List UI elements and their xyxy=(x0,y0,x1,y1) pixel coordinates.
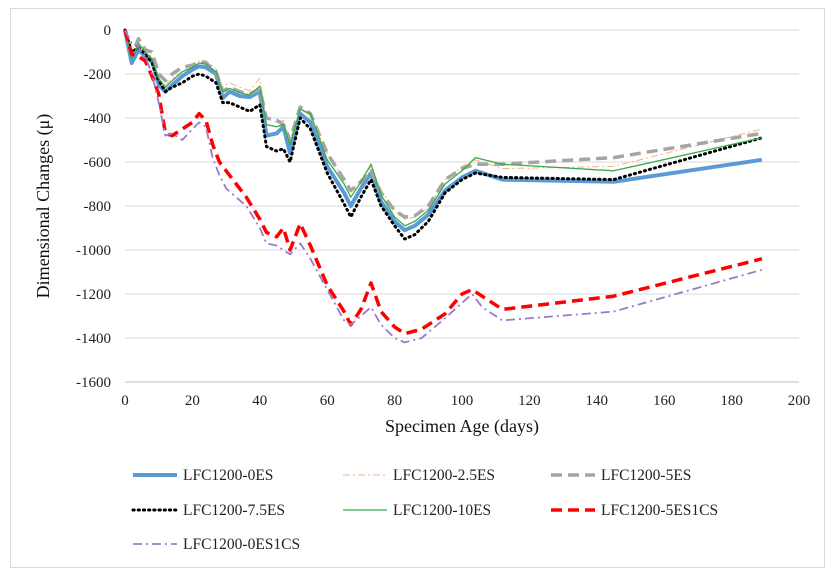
legend-label-5: LFC1200-5ES1CS xyxy=(601,502,718,519)
y-axis-title: Dimensional Changes (μ) xyxy=(33,114,54,299)
x-tick-label: 160 xyxy=(653,393,676,409)
legend-label-3: LFC1200-7.5ES xyxy=(183,502,285,519)
legend-label-2: LFC1200-5ES xyxy=(601,467,691,484)
x-tick-label: 140 xyxy=(586,393,609,409)
x-tick-label: 60 xyxy=(320,393,335,409)
y-tick-label: -1400 xyxy=(76,331,111,347)
series-line-5 xyxy=(123,29,763,336)
line-chart: 0 -200 -400 -600 -800 -1000 -1200 -1400 -1600 0 20… xyxy=(33,23,810,553)
x-tick-label: 180 xyxy=(720,393,743,409)
legend: LFC1200-0ES LFC1200-2.5ES LFC1200-5ES LFC12… xyxy=(131,467,718,553)
chart-frame: 0 -200 -400 -600 -800 -1000 -1200 -1400 -1600 0 20… xyxy=(10,8,825,568)
x-tick-label: 0 xyxy=(121,393,129,409)
x-tick-label: 80 xyxy=(387,393,402,409)
y-tick-label: -1200 xyxy=(76,287,111,303)
x-tick-label: 100 xyxy=(451,393,474,409)
y-tick-label: -1600 xyxy=(76,375,111,391)
series-line-3 xyxy=(123,28,764,241)
y-tick-label: -200 xyxy=(84,67,112,83)
x-tick-label: 200 xyxy=(788,393,811,409)
legend-label-4: LFC1200-10ES xyxy=(393,502,491,519)
axes: 0 -200 -400 -600 -800 -1000 -1200 -1400 -1600 0 20… xyxy=(76,23,810,409)
y-tick-label: -400 xyxy=(84,111,112,127)
series-line-4 xyxy=(124,29,763,227)
legend-label-1: LFC1200-2.5ES xyxy=(393,467,495,484)
y-tick-label: -1000 xyxy=(76,243,111,259)
gridlines xyxy=(125,29,799,383)
y-tick-label: -600 xyxy=(84,155,112,171)
x-tick-label: 40 xyxy=(252,393,267,409)
legend-label-6: LFC1200-0ES1CS xyxy=(183,536,300,553)
series-line-0 xyxy=(123,29,763,233)
series-line-2 xyxy=(123,29,763,219)
y-tick-label: -800 xyxy=(84,199,112,215)
series-line-6 xyxy=(124,29,763,344)
legend-label-0: LFC1200-0ES xyxy=(183,467,273,484)
x-axis-title: Specimen Age (days) xyxy=(385,416,539,437)
series-lines xyxy=(123,28,764,344)
x-tick-label: 120 xyxy=(518,393,541,409)
y-tick-label: 0 xyxy=(104,23,112,39)
x-tick-label: 20 xyxy=(185,393,200,409)
